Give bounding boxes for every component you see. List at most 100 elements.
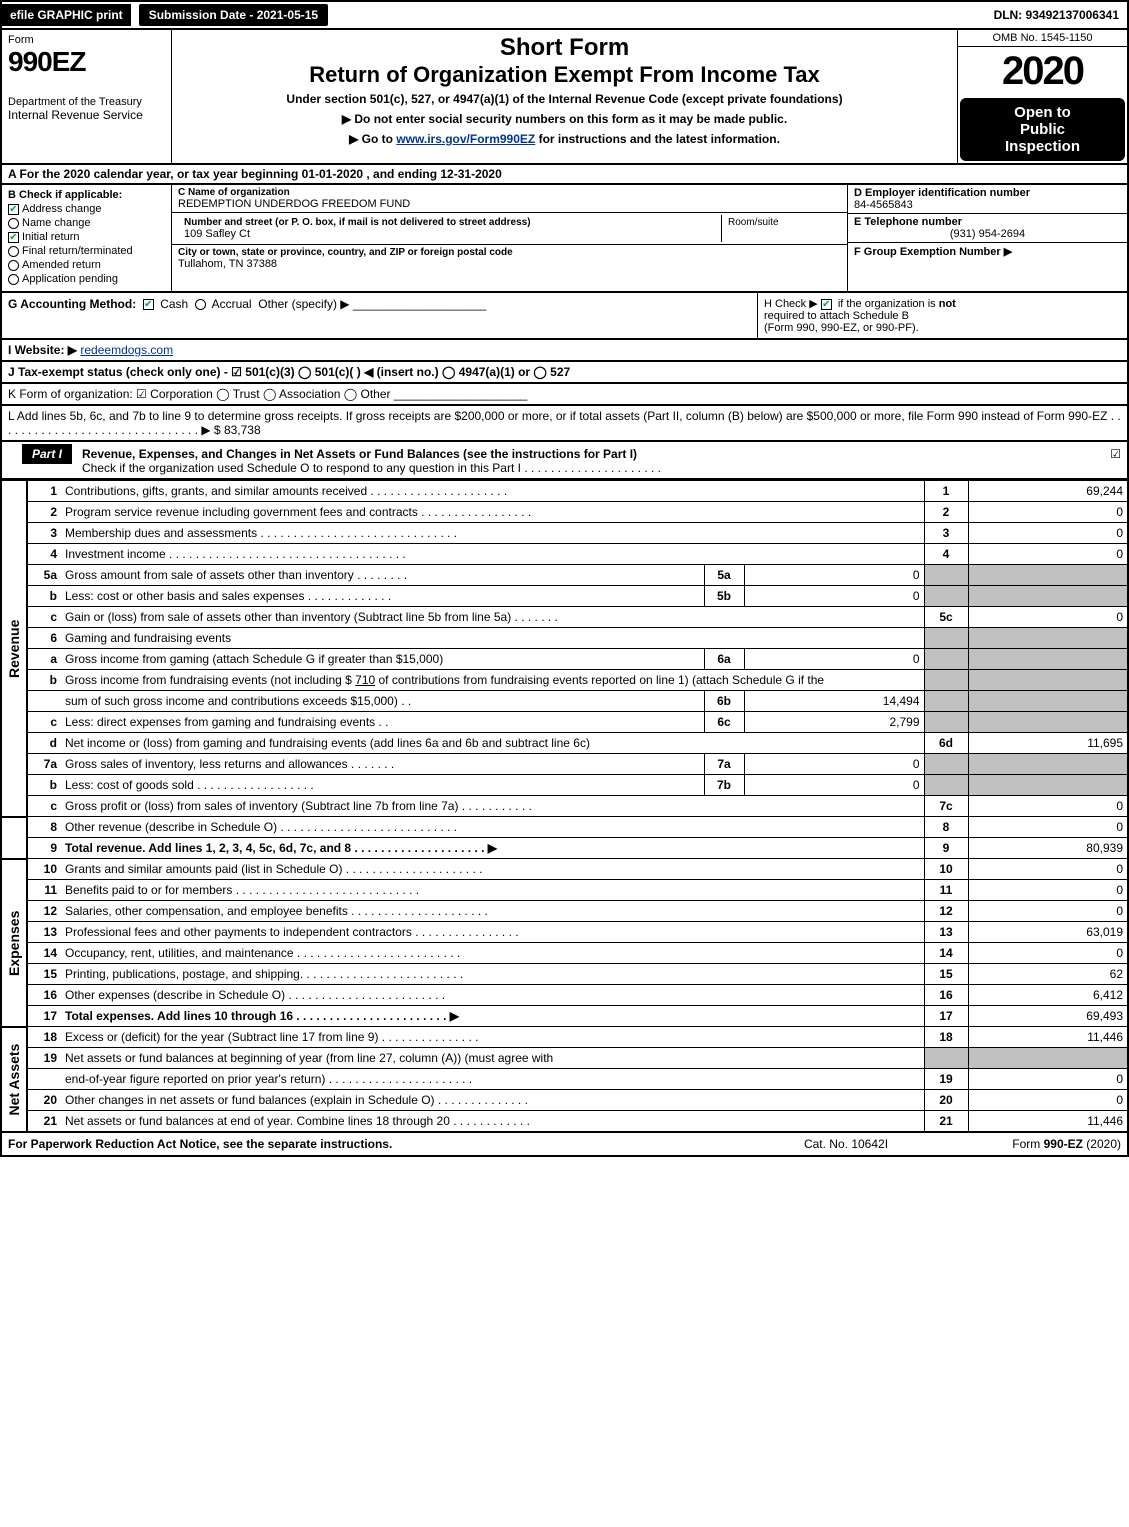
num-grey: [924, 670, 968, 691]
val-grey: [968, 754, 1128, 775]
desc-bold: Total expenses. Add lines 10 through 16 …: [65, 1009, 459, 1023]
ein-label: D Employer identification number: [854, 187, 1030, 199]
desc-post: of contributions from fundraising events…: [375, 673, 824, 687]
desc: Less: cost of goods sold . . . . . . . .…: [61, 775, 704, 796]
line-6a: a Gross income from gaming (attach Sched…: [1, 649, 1128, 670]
chk-label: Initial return: [22, 231, 79, 243]
section-h: H Check ▶ if the organization is not req…: [757, 293, 1127, 338]
part-title: Revenue, Expenses, and Changes in Net As…: [76, 444, 1110, 478]
num-grey: [924, 649, 968, 670]
radio-icon: [8, 218, 19, 229]
line-4: 4 Investment income . . . . . . . . . . …: [1, 544, 1128, 565]
l-value: 83,738: [224, 423, 261, 437]
check-icon: [143, 299, 154, 310]
h-not: not: [939, 298, 956, 310]
ln: d: [27, 733, 61, 754]
desc: Total revenue. Add lines 1, 2, 3, 4, 5c,…: [61, 838, 924, 859]
irs-link[interactable]: www.irs.gov/Form990EZ: [396, 132, 535, 146]
val: 69,244: [968, 481, 1128, 502]
chk-label: Address change: [22, 203, 102, 215]
line-7a: 7a Gross sales of inventory, less return…: [1, 754, 1128, 775]
desc: Benefits paid to or for members . . . . …: [61, 880, 924, 901]
ln: [27, 1069, 61, 1090]
street-cell: Number and street (or P. O. box, if mail…: [172, 213, 847, 245]
header-right: OMB No. 1545-1150 2020 Open to Public In…: [957, 30, 1127, 163]
val: 0: [968, 1090, 1128, 1111]
num-grey: [924, 565, 968, 586]
line-2: 2 Program service revenue including gove…: [1, 502, 1128, 523]
val: 80,939: [968, 838, 1128, 859]
val: 0: [968, 880, 1128, 901]
num: 7c: [924, 796, 968, 817]
line-3: 3 Membership dues and assessments . . . …: [1, 523, 1128, 544]
mini-label: 7b: [704, 775, 744, 796]
part-sub: Check if the organization used Schedule …: [82, 461, 661, 475]
val: 0: [968, 817, 1128, 838]
line-9: 9 Total revenue. Add lines 1, 2, 3, 4, 5…: [1, 838, 1128, 859]
h-text2: if the organization is: [835, 298, 939, 310]
val: 0: [968, 943, 1128, 964]
chk-application-pending[interactable]: Application pending: [8, 273, 165, 285]
city: Tullahom, TN 37388: [178, 258, 841, 270]
num: 13: [924, 922, 968, 943]
num: 9: [924, 838, 968, 859]
ln: 16: [27, 985, 61, 1006]
desc: Grants and similar amounts paid (list in…: [61, 859, 924, 880]
section-c: C Name of organization REDEMPTION UNDERD…: [172, 185, 847, 291]
dept-label: Department of the Treasury: [8, 96, 165, 108]
chk-amended-return[interactable]: Amended return: [8, 259, 165, 271]
ln: 2: [27, 502, 61, 523]
num: 20: [924, 1090, 968, 1111]
num: 8: [924, 817, 968, 838]
line-6b-bottom: sum of such gross income and contributio…: [1, 691, 1128, 712]
val-grey: [968, 649, 1128, 670]
line-6d: d Net income or (loss) from gaming and f…: [1, 733, 1128, 754]
radio-icon: [195, 299, 206, 310]
line-19-bottom: end-of-year figure reported on prior yea…: [1, 1069, 1128, 1090]
val: 0: [968, 1069, 1128, 1090]
desc: Gross income from fundraising events (no…: [61, 670, 924, 691]
num: 15: [924, 964, 968, 985]
goto-pre: ▶ Go to: [349, 132, 396, 146]
radio-icon: [8, 260, 19, 271]
header-left: Form 990EZ Department of the Treasury In…: [2, 30, 172, 163]
j-text: J Tax-exempt status (check only one) - ☑…: [8, 365, 570, 379]
desc: Total expenses. Add lines 10 through 16 …: [61, 1006, 924, 1027]
mini-val: 0: [744, 565, 924, 586]
desc: Less: cost or other basis and sales expe…: [61, 586, 704, 607]
desc: Occupancy, rent, utilities, and maintena…: [61, 943, 924, 964]
form-header: Form 990EZ Department of the Treasury In…: [0, 28, 1129, 165]
website-link[interactable]: redeemdogs.com: [80, 343, 173, 357]
num: 12: [924, 901, 968, 922]
val: 11,446: [968, 1027, 1128, 1048]
chk-final-return[interactable]: Final return/terminated: [8, 245, 165, 257]
desc-bold: Total revenue. Add lines 1, 2, 3, 4, 5c,…: [65, 841, 497, 855]
chk-name-change[interactable]: Name change: [8, 217, 165, 229]
org-name: REDEMPTION UNDERDOG FREEDOM FUND: [178, 198, 841, 210]
org-name-hint: C Name of organization: [178, 187, 841, 198]
desc: Gross income from gaming (attach Schedul…: [61, 649, 704, 670]
org-name-cell: C Name of organization REDEMPTION UNDERD…: [172, 185, 847, 213]
chk-initial-return[interactable]: Initial return: [8, 231, 165, 243]
desc: Program service revenue including govern…: [61, 502, 924, 523]
line-20: 20Other changes in net assets or fund ba…: [1, 1090, 1128, 1111]
line-16: 16Other expenses (describe in Schedule O…: [1, 985, 1128, 1006]
num: 4: [924, 544, 968, 565]
chk-label: Final return/terminated: [22, 245, 133, 257]
row-l-gross-receipts: L Add lines 5b, 6c, and 7b to line 9 to …: [0, 406, 1129, 442]
desc: Net assets or fund balances at end of ye…: [61, 1111, 924, 1133]
num: 6d: [924, 733, 968, 754]
ln: a: [27, 649, 61, 670]
line-6: 6 Gaming and fundraising events: [1, 628, 1128, 649]
desc: Membership dues and assessments . . . . …: [61, 523, 924, 544]
line-1: Revenue 1 Contributions, gifts, grants, …: [1, 481, 1128, 502]
chk-label: Application pending: [22, 273, 118, 285]
line-11: 11Benefits paid to or for members . . . …: [1, 880, 1128, 901]
ln: c: [27, 712, 61, 733]
chk-address-change[interactable]: Address change: [8, 203, 165, 215]
desc: Gross amount from sale of assets other t…: [61, 565, 704, 586]
efile-print-label[interactable]: efile GRAPHIC print: [2, 4, 131, 26]
desc: Less: direct expenses from gaming and fu…: [61, 712, 704, 733]
tax-year: 2020: [958, 47, 1127, 96]
ln: 8: [27, 817, 61, 838]
